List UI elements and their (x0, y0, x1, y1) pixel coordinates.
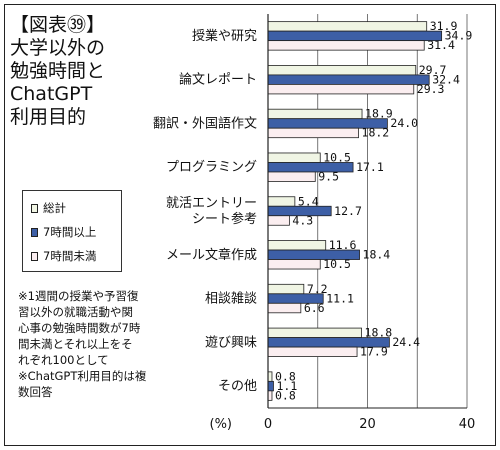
bar (267, 127, 359, 139)
bar (267, 65, 417, 76)
value-label: 6.6 (304, 301, 325, 315)
category-label: 授業や研究 (192, 28, 257, 44)
value-label: 32.4 (432, 72, 460, 86)
value-label: 34.9 (445, 29, 473, 43)
bar (267, 40, 425, 51)
legend-item-under-7h: 7時間未満 (31, 249, 96, 263)
category-label: 論文レポート (179, 72, 257, 88)
category-label: シート参考 (192, 211, 257, 227)
value-label: 11.1 (326, 291, 354, 305)
category-label: 相談雑談 (205, 291, 257, 307)
category-label: メール文章作成 (166, 247, 257, 263)
value-label: 24.4 (392, 335, 420, 349)
bar (267, 346, 358, 357)
bar (267, 302, 302, 314)
bar (267, 327, 362, 338)
category-label: 翻訳・外国語作文 (153, 115, 257, 131)
value-label: 0.8 (275, 388, 296, 402)
footnote: ※1週間の授業や予習復 習以外の就職活動や関 心事の勉強時間数が7時 間未満とそ… (18, 289, 147, 399)
legend: 総計 7時間以上 7時間未満 (22, 190, 122, 272)
value-label: 1.1 (276, 379, 297, 393)
legend-swatch-total (31, 203, 38, 213)
legend-label-total: 総計 (43, 201, 66, 215)
bar (267, 30, 443, 42)
bar (267, 84, 415, 95)
x-tick-label: 20 (359, 417, 376, 432)
value-label: 7.2 (307, 282, 328, 296)
bar (267, 171, 316, 182)
unit-label: (%) (210, 417, 233, 432)
value-label: 0.8 (275, 369, 296, 383)
bar (267, 215, 290, 226)
bar (267, 196, 296, 207)
bar (267, 380, 274, 392)
value-label: 31.9 (430, 19, 458, 33)
value-label: 4.3 (292, 213, 313, 227)
category-label: その他 (218, 379, 257, 394)
figure-frame (4, 4, 496, 446)
bar (267, 21, 428, 32)
legend-label-under-7h: 7時間未満 (43, 249, 97, 263)
bar (267, 152, 321, 163)
figure-title: 【図表㊴】 大学以外の 勉強時間と ChatGPT 利用目的 (10, 14, 106, 128)
category-label: 就活エントリー (166, 196, 257, 211)
value-label: 29.7 (419, 63, 447, 77)
value-label: 29.3 (417, 82, 445, 96)
value-label: 11.6 (329, 238, 357, 252)
value-label: 18.9 (365, 107, 393, 121)
value-label: 18.2 (362, 126, 390, 140)
bar (267, 259, 321, 270)
value-label: 31.4 (427, 38, 455, 52)
x-tick-label: 40 (459, 417, 476, 432)
value-label: 10.5 (323, 150, 351, 164)
bar (267, 74, 430, 85)
legend-label-7h-or-more: 7時間以上 (43, 225, 97, 239)
value-label: 5.4 (298, 194, 319, 208)
value-label: 12.7 (334, 204, 362, 218)
category-label: 遊び興味 (205, 335, 257, 350)
value-label: 10.5 (323, 257, 351, 271)
bar (267, 283, 305, 295)
value-label: 9.5 (318, 169, 339, 183)
x-tick-label: 0 (264, 417, 272, 432)
bar (267, 108, 363, 120)
value-label: 17.1 (356, 160, 384, 174)
value-label: 18.8 (365, 326, 393, 340)
legend-swatch-under-7h (31, 251, 38, 261)
bar (267, 162, 354, 173)
bar (267, 240, 327, 251)
legend-item-total: 総計 (31, 201, 66, 215)
value-label: 18.4 (363, 248, 391, 262)
legend-item-7h-or-more: 7時間以上 (31, 225, 96, 239)
legend-swatch-7h-or-more (31, 227, 38, 237)
value-label: 24.0 (390, 116, 418, 130)
category-label: プログラミング (166, 160, 257, 175)
value-label: 17.9 (360, 345, 388, 359)
